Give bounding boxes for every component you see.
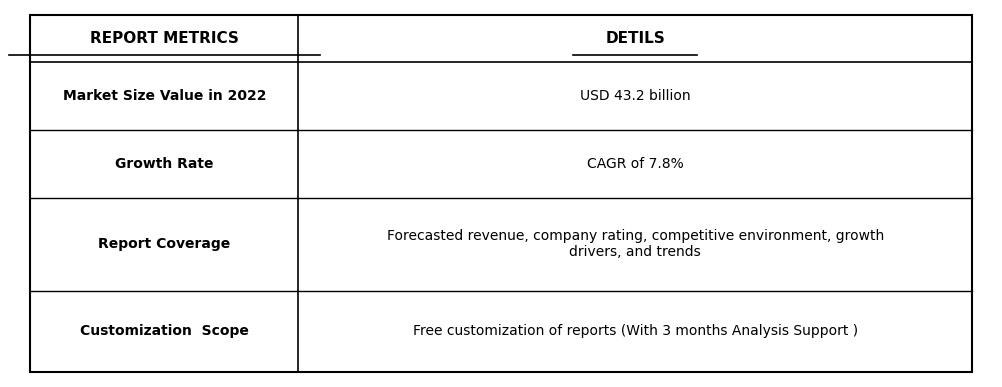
Text: USD 43.2 billion: USD 43.2 billion [580,89,690,103]
Text: DETILS: DETILS [605,31,665,46]
Text: Customization  Scope: Customization Scope [80,324,248,338]
Text: Growth Rate: Growth Rate [115,157,213,171]
Text: Report Coverage: Report Coverage [98,237,230,252]
Text: CAGR of 7.8%: CAGR of 7.8% [587,157,683,171]
Text: Free customization of reports (With 3 months Analysis Support ): Free customization of reports (With 3 mo… [413,324,858,338]
Text: REPORT METRICS: REPORT METRICS [90,31,238,46]
Text: Market Size Value in 2022: Market Size Value in 2022 [62,89,266,103]
Text: Forecasted revenue, company rating, competitive environment, growth
drivers, and: Forecasted revenue, company rating, comp… [387,229,884,259]
